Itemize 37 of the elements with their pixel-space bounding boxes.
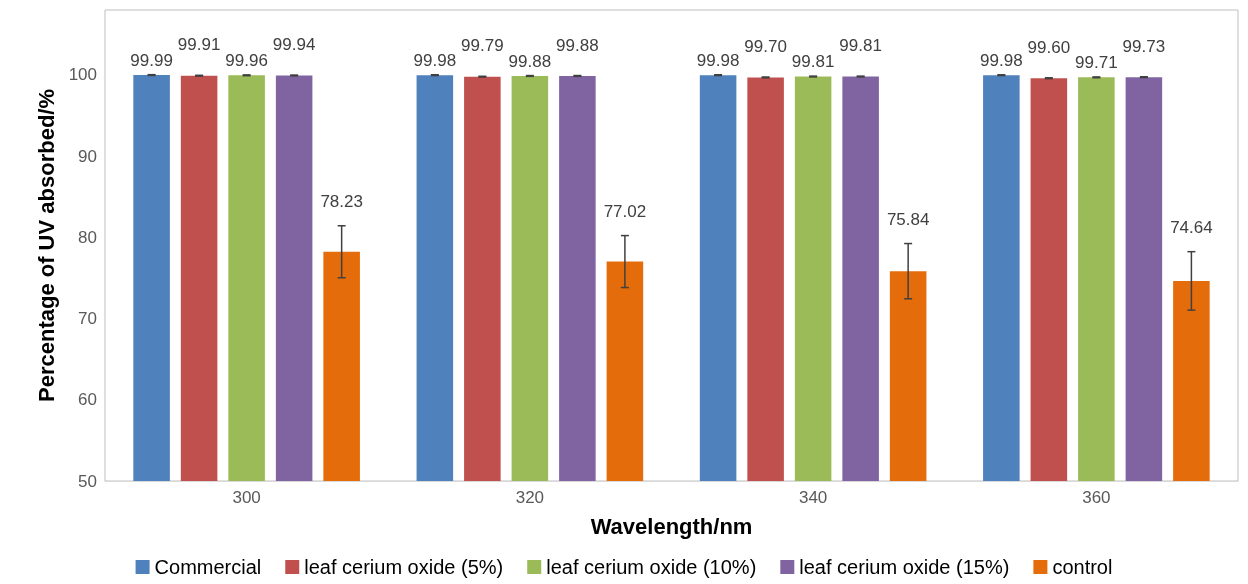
y-axis-title: Percentage of UV absorbed/% [33, 89, 59, 402]
data-label: 75.84 [886, 209, 930, 229]
legend-label: leaf cerium oxide (15%) [799, 556, 1010, 578]
data-label: 77.02 [603, 201, 647, 221]
y-tick-label: 90 [78, 146, 97, 166]
data-label: 99.99 [130, 50, 173, 70]
legend-label: control [1052, 556, 1113, 578]
y-tick-label: 50 [78, 471, 97, 491]
y-tick-label: 80 [78, 227, 97, 247]
legend-label: Commercial [154, 556, 262, 578]
y-tick-label: 70 [78, 309, 97, 329]
x-tick-label: 360 [1082, 488, 1111, 507]
legend-label: leaf cerium oxide (10%) [546, 556, 757, 578]
data-label: 99.94 [272, 35, 316, 55]
legend-label: leaf cerium oxide (5%) [304, 556, 504, 578]
data-label: 99.98 [696, 50, 740, 70]
data-label: 99.88 [556, 35, 599, 55]
data-label: 99.70 [744, 37, 787, 56]
data-label: 99.96 [225, 50, 268, 70]
data-label: 74.64 [1170, 217, 1213, 237]
data-label: 99.98 [980, 50, 1023, 70]
data-label: 78.23 [320, 191, 363, 211]
y-tick-label: 100 [68, 65, 97, 85]
data-label: 99.91 [177, 35, 221, 55]
x-tick-label: 300 [232, 488, 261, 507]
x-axis-title: Wavelength/nm [590, 513, 753, 539]
y-tick-label: 60 [78, 390, 97, 410]
data-label: 99.81 [839, 36, 882, 56]
data-label: 99.81 [791, 52, 835, 72]
data-label: 99.98 [413, 50, 457, 70]
data-label: 99.88 [508, 51, 552, 71]
data-label: 99.79 [461, 36, 504, 56]
x-tick-label: 340 [798, 488, 828, 507]
data-label: 99.73 [1122, 36, 1166, 56]
data-label: 99.60 [1027, 37, 1071, 57]
x-tick-label: 320 [515, 488, 545, 507]
data-label: 99.71 [1075, 52, 1118, 72]
